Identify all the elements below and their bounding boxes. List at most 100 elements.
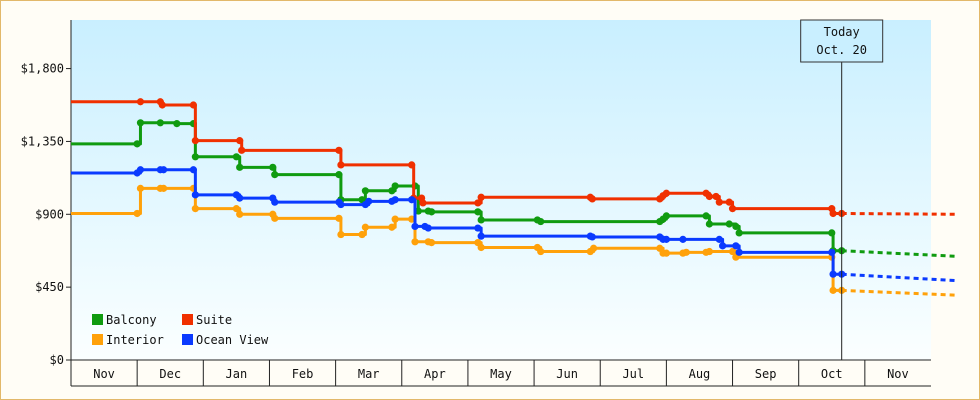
data-point [477, 216, 485, 224]
data-point [411, 238, 419, 246]
data-point [829, 270, 837, 278]
legend-label: Ocean View [196, 333, 269, 347]
data-point [388, 223, 396, 231]
series-suite [71, 98, 958, 218]
y-tick-label: $450 [35, 280, 64, 294]
data-point [474, 224, 482, 232]
data-point [477, 243, 485, 252]
data-point [728, 205, 737, 213]
data-point [477, 193, 485, 201]
forecast-line [841, 211, 958, 216]
data-point [236, 137, 244, 145]
data-point [725, 198, 733, 206]
data-point [391, 215, 399, 223]
data-point [719, 242, 727, 250]
data-point [337, 230, 345, 239]
data-point [732, 242, 740, 250]
legend-swatch [92, 334, 103, 345]
data-point [537, 217, 545, 226]
data-point [361, 187, 369, 195]
y-tick-label: $0 [50, 353, 64, 367]
forecast-line [841, 272, 958, 283]
x-tick-label: Dec [159, 367, 181, 381]
data-point [361, 223, 369, 231]
x-tick-label: Feb [292, 367, 314, 381]
legend-swatch [182, 314, 193, 325]
data-point [269, 163, 277, 171]
data-point [732, 222, 740, 231]
data-point [474, 208, 482, 216]
data-point [238, 146, 246, 154]
data-point [189, 166, 197, 174]
x-tick-label: Jul [622, 367, 644, 381]
data-point [828, 229, 836, 237]
x-tick-label: Sep [755, 367, 777, 381]
series-ocean-view [71, 166, 958, 283]
data-point [411, 222, 419, 231]
y-tick-label: $900 [35, 207, 64, 221]
data-point [160, 166, 168, 174]
data-point [705, 247, 713, 256]
data-point [337, 161, 345, 169]
data-point [477, 232, 485, 240]
data-point [337, 200, 345, 209]
data-point [236, 194, 244, 202]
y-tick-label: $1,800 [21, 62, 64, 76]
data-point [358, 230, 366, 239]
data-point [391, 196, 399, 204]
data-point [408, 161, 416, 169]
data-point [158, 101, 166, 109]
legend-label: Interior [106, 333, 164, 347]
data-point [715, 198, 723, 206]
data-point [136, 184, 145, 192]
data-point [133, 140, 141, 148]
data-point [662, 235, 670, 243]
data-point [474, 199, 482, 207]
data-point [424, 224, 432, 232]
x-tick-label: Oct [821, 367, 843, 381]
x-tick-label: Jan [226, 367, 248, 381]
x-tick-label: Nov [93, 367, 115, 381]
data-point [725, 220, 733, 228]
y-tick-label: $1,350 [21, 134, 64, 148]
data-point [236, 163, 244, 171]
data-point [136, 166, 145, 174]
data-point [191, 205, 199, 213]
data-point [232, 153, 240, 161]
legend-swatch [92, 314, 103, 325]
data-point [408, 215, 416, 223]
x-tick-label: Apr [424, 367, 446, 381]
data-point [735, 229, 743, 237]
data-point [682, 248, 690, 256]
data-point [705, 220, 713, 228]
data-point [191, 191, 199, 199]
data-point [662, 189, 670, 197]
data-point [728, 247, 737, 256]
today-label: Today [824, 25, 860, 39]
data-point [588, 233, 596, 241]
data-point [191, 153, 199, 161]
x-tick-label: May [490, 367, 512, 381]
forecast-line [841, 249, 958, 258]
data-point [335, 171, 343, 179]
data-point [829, 209, 837, 218]
data-point [232, 205, 240, 213]
data-point [236, 210, 244, 218]
data-point [679, 235, 687, 243]
data-point [365, 197, 373, 205]
legend-label: Balcony [106, 313, 157, 327]
x-tick-label: Jun [556, 367, 578, 381]
data-point [391, 182, 399, 190]
today-box [800, 19, 884, 63]
data-point [271, 171, 279, 179]
data-point [828, 248, 836, 256]
data-point [271, 214, 279, 222]
data-point [829, 286, 837, 294]
legend-swatch [182, 334, 193, 345]
data-point [414, 207, 422, 215]
data-point [271, 198, 279, 206]
data-point [662, 249, 670, 257]
data-point [335, 146, 343, 154]
data-point [160, 184, 168, 192]
